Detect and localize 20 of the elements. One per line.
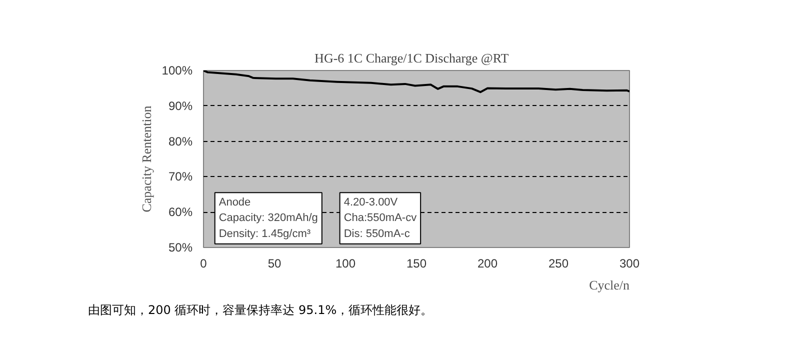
x-tick-label: 300 — [619, 256, 640, 270]
chart-title: HG-6 1C Charge/1C Discharge @RT — [314, 50, 509, 66]
annotation: Anode Capacity: 320mAh/g Density: 1.45g/cm³ — [218, 196, 318, 240]
text: 由图可知，200 循环时，容量保持率达 95.1%，循环性能很好。 — [88, 302, 433, 319]
x-tick-label: 0 — [200, 256, 208, 270]
y-tick-label: 80% — [168, 134, 193, 148]
y-tick-label: 70% — [168, 170, 193, 184]
x-tick-label: 100 — [335, 256, 356, 270]
x-axis-title: Cycle/n — [589, 278, 630, 292]
y-tick-label: 90% — [168, 98, 193, 113]
y-tick-label: 60% — [168, 205, 193, 220]
x-tick-label: 200 — [477, 256, 498, 270]
x-tick-label: 250 — [548, 256, 569, 270]
y-tick-label: 100% — [162, 64, 193, 78]
y-axis-title: Capacity Rentention — [138, 105, 154, 212]
y-tick-label: 50% — [168, 240, 193, 254]
annotation: 4.20-3.00V Cha:550mA-cv Dis: 550mA-c — [344, 196, 418, 240]
x-tick-label: 150 — [406, 256, 427, 270]
x-tick-label: 50 — [268, 256, 282, 270]
line-series — [204, 70, 630, 94]
